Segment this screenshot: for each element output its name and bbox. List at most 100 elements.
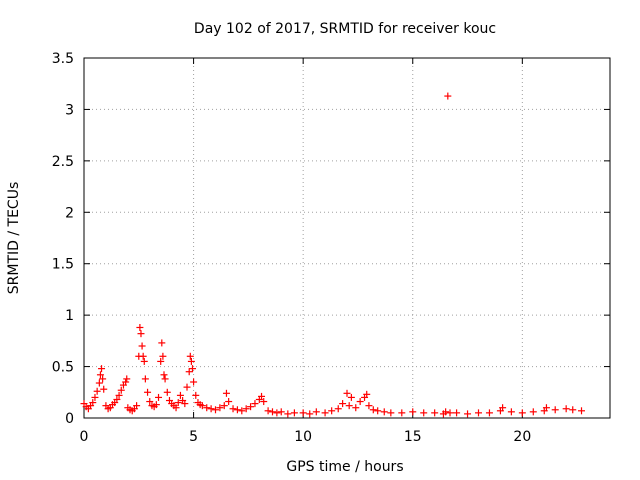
data-point	[133, 402, 141, 410]
data-point	[185, 368, 193, 376]
data-point	[499, 404, 507, 412]
data-point	[299, 409, 307, 417]
data-point	[174, 399, 182, 407]
data-point	[485, 409, 493, 417]
y-tick-label: 0	[65, 411, 74, 427]
data-point	[190, 378, 198, 386]
data-point	[431, 409, 439, 417]
data-point	[273, 409, 281, 417]
y-tick-label: 3.5	[52, 51, 74, 67]
data-point	[420, 409, 428, 417]
data-point	[216, 404, 224, 412]
data-point	[140, 357, 148, 365]
data-point	[260, 398, 268, 406]
data-point	[578, 407, 586, 415]
y-tick-label: 1	[65, 308, 74, 324]
data-point	[137, 330, 145, 338]
data-point	[268, 408, 276, 416]
data-point	[155, 393, 163, 401]
data-point	[238, 407, 246, 415]
data-point	[222, 389, 230, 397]
data-point	[207, 405, 215, 413]
data-point	[387, 409, 395, 417]
data-point	[188, 365, 196, 373]
data-point	[352, 404, 360, 412]
data-point	[562, 405, 570, 413]
data-point	[444, 92, 452, 100]
data-point	[356, 398, 364, 406]
data-point	[374, 407, 382, 415]
data-point	[446, 409, 454, 417]
data-points	[80, 92, 586, 418]
data-point	[334, 405, 342, 413]
data-point	[225, 398, 233, 406]
data-point	[212, 406, 219, 414]
chart-title: Day 102 of 2017, SRMTID for receiver kou…	[194, 21, 496, 37]
data-point	[157, 357, 165, 365]
data-point	[91, 393, 99, 401]
data-point	[328, 407, 336, 415]
y-tick-label: 0.5	[52, 360, 74, 376]
data-point	[138, 342, 146, 350]
data-point	[306, 410, 314, 418]
data-point	[569, 406, 577, 414]
data-point	[251, 400, 259, 408]
data-point	[542, 404, 550, 412]
x-axis-label: GPS time / hours	[286, 459, 403, 475]
data-point	[95, 379, 103, 387]
data-point	[339, 400, 347, 408]
data-point	[161, 375, 169, 383]
data-point	[115, 391, 123, 399]
x-tick-label: 5	[189, 429, 198, 445]
axes: 0 0.5 1 1.5 2 2.5 3 3.5 0 5 10 15 20	[52, 51, 611, 445]
data-point	[181, 400, 189, 408]
data-point	[284, 410, 292, 418]
data-point	[117, 386, 125, 394]
data-point	[398, 409, 406, 417]
data-point	[343, 389, 351, 397]
data-point	[365, 402, 373, 410]
data-point	[186, 352, 194, 360]
x-tick-label: 20	[513, 429, 531, 445]
grid-lines	[84, 58, 610, 418]
data-point	[312, 408, 320, 416]
data-point	[277, 408, 285, 416]
data-point	[163, 388, 171, 396]
data-point	[229, 405, 237, 413]
data-point	[100, 385, 108, 393]
data-point	[122, 378, 130, 386]
data-point	[192, 391, 200, 399]
data-point	[347, 393, 355, 401]
data-point	[518, 409, 526, 417]
data-point	[507, 408, 515, 416]
data-point	[258, 392, 266, 400]
data-point	[233, 406, 241, 414]
x-tick-label: 10	[294, 429, 312, 445]
x-tick-label: 15	[404, 429, 422, 445]
data-point	[529, 408, 537, 416]
data-point	[172, 404, 180, 412]
data-point	[369, 406, 377, 414]
data-point	[321, 409, 329, 417]
y-tick-label: 2.5	[52, 154, 74, 170]
plot-frame	[83, 57, 611, 419]
x-tick-label: 0	[80, 429, 89, 445]
data-point	[158, 339, 166, 347]
data-point	[220, 402, 228, 410]
data-point	[198, 402, 206, 410]
data-point	[442, 408, 450, 416]
data-point	[144, 388, 152, 396]
data-point	[89, 399, 97, 407]
data-point	[159, 352, 167, 360]
data-point	[409, 408, 417, 416]
data-point	[136, 323, 144, 331]
data-point	[176, 391, 184, 399]
data-point	[139, 352, 147, 360]
data-point	[187, 357, 195, 365]
data-point	[146, 398, 154, 406]
data-point	[290, 409, 298, 417]
data-point	[99, 375, 107, 383]
data-point	[363, 390, 371, 398]
